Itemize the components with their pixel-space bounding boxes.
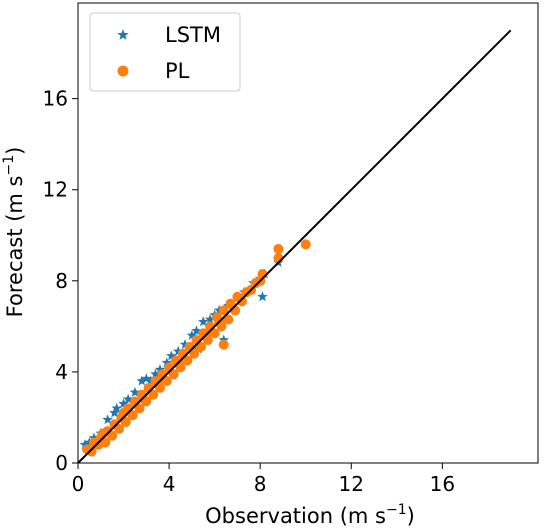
data-point xyxy=(189,348,200,359)
data-point xyxy=(166,350,177,361)
data-point xyxy=(122,393,134,404)
data-point xyxy=(257,291,268,302)
data-point xyxy=(168,369,179,380)
data-point xyxy=(191,325,202,336)
data-point xyxy=(154,364,166,375)
y-tick-label: 16 xyxy=(43,87,68,111)
data-point xyxy=(179,339,191,350)
y-tick-label: 4 xyxy=(55,360,68,384)
y-tick-label: 0 xyxy=(55,451,68,475)
data-point xyxy=(195,341,206,352)
legend: LSTM PL xyxy=(89,12,241,92)
data-point xyxy=(111,402,122,413)
data-point xyxy=(218,305,229,316)
data-point xyxy=(107,430,118,441)
data-point xyxy=(161,357,173,368)
y-tick-label: 12 xyxy=(43,178,68,202)
data-point xyxy=(198,316,209,327)
data-point xyxy=(118,398,129,409)
data-point xyxy=(88,432,100,443)
y-tick-label: 8 xyxy=(55,269,68,293)
x-tick-label: 4 xyxy=(163,472,176,496)
legend-marker-lstm xyxy=(117,29,129,40)
data-point xyxy=(120,417,131,428)
data-point xyxy=(109,407,120,418)
x-tick-label: 0 xyxy=(72,472,85,496)
series-pl xyxy=(82,239,311,457)
data-point xyxy=(209,328,220,339)
legend-label-pl: PL xyxy=(165,59,190,83)
data-layer xyxy=(77,29,512,464)
data-point xyxy=(186,329,198,340)
data-point xyxy=(129,386,141,397)
data-point xyxy=(300,239,311,250)
data-point xyxy=(102,414,113,425)
data-point xyxy=(139,394,150,405)
data-point xyxy=(113,423,124,434)
data-point xyxy=(223,314,234,325)
x-tick-label: 8 xyxy=(254,472,267,496)
data-point xyxy=(136,375,147,386)
data-point xyxy=(79,439,91,450)
y-axis-label: Forecast (m s−1) xyxy=(1,147,27,318)
axes-layer: 0 4 8 12 16 0 4 8 12 16 xyxy=(43,2,539,496)
legend-marker-pl xyxy=(117,65,129,77)
data-point xyxy=(86,446,97,457)
data-point xyxy=(218,339,229,350)
x-tick-label: 12 xyxy=(339,472,364,496)
data-point xyxy=(204,314,216,324)
legend-label-lstm: LSTM xyxy=(165,23,221,47)
plot-frame xyxy=(77,2,539,464)
data-point xyxy=(182,355,193,366)
data-point xyxy=(141,373,152,384)
data-point xyxy=(161,376,172,387)
data-point xyxy=(134,403,145,414)
data-point xyxy=(273,243,284,254)
data-point xyxy=(148,389,159,400)
one-to-one-line xyxy=(77,29,512,464)
data-point xyxy=(236,296,247,307)
data-point xyxy=(150,368,161,379)
data-point xyxy=(127,410,138,421)
data-point xyxy=(218,334,229,345)
x-tick-label: 16 xyxy=(430,472,455,496)
data-point xyxy=(100,437,111,448)
data-point xyxy=(172,345,184,356)
x-axis-label: Observation (m s−1) xyxy=(205,502,415,528)
